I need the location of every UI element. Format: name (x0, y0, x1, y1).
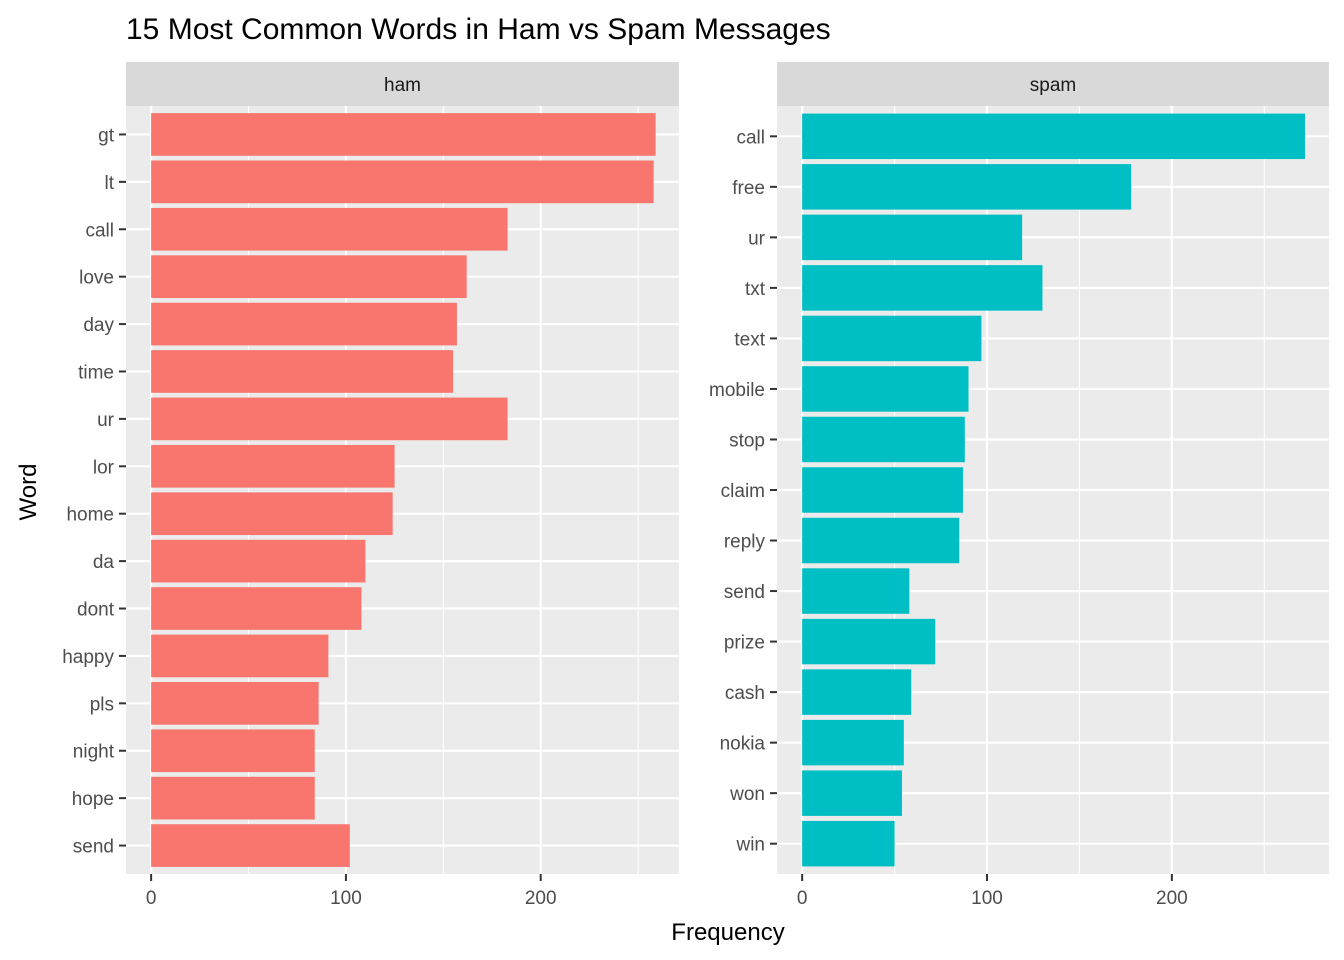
bar-spam-mobile (802, 366, 969, 412)
x-tick-label: 100 (971, 888, 1003, 909)
bar-spam-call (802, 113, 1305, 160)
bar-spam-send (802, 568, 910, 614)
y-tick-label: free (732, 178, 765, 199)
bar-spam-cash (802, 669, 912, 715)
bar-spam-nokia (802, 719, 904, 766)
bar-ham-night (151, 729, 315, 773)
bar-ham-pls (151, 682, 319, 725)
x-tick-label: 200 (1156, 888, 1188, 909)
x-tick-label: 200 (525, 888, 557, 909)
x-tick-label: 0 (797, 888, 808, 909)
bar-spam-ur (802, 214, 1023, 261)
y-tick-label: send (724, 582, 765, 603)
bar-spam-reply (802, 517, 960, 564)
chart-title: 15 Most Common Words in Ham vs Spam Mess… (126, 13, 831, 46)
bar-spam-text (802, 315, 982, 362)
y-tick-label: text (734, 329, 765, 350)
panel-ham: ham gt lt call love day time ur lor home da dont hap… (62, 62, 679, 909)
y-tick-label: da (93, 552, 115, 573)
bar-ham-day (151, 302, 457, 346)
y-axis-title: Word (15, 464, 42, 521)
y-tick-label: day (83, 315, 114, 336)
bar-ham-time (151, 350, 454, 393)
y-tick-label: time (78, 362, 114, 383)
y-tick-label: hope (72, 789, 114, 810)
y-tick-label: love (79, 268, 114, 289)
bar-ham-love (151, 255, 467, 298)
bar-spam-won (802, 770, 902, 816)
y-tick-label: claim (721, 481, 765, 502)
bar-ham-da (151, 539, 366, 583)
bar-ham-hope (151, 776, 315, 820)
x-axis-title: Frequency (671, 919, 784, 946)
y-tick-label: win (735, 835, 765, 856)
bar-ham-gt (151, 113, 656, 156)
facet-strip-label: ham (384, 75, 421, 96)
bar-ham-home (151, 492, 393, 536)
y-tick-label: gt (98, 125, 115, 146)
y-tick-label: night (73, 742, 115, 763)
y-tick-label: ur (97, 410, 115, 431)
bar-spam-prize (802, 618, 936, 665)
y-tick-label: call (85, 220, 114, 241)
bar-spam-claim (802, 467, 963, 513)
y-tick-label: dont (77, 600, 115, 621)
y-tick-label: lt (105, 173, 115, 194)
bar-ham-lt (151, 160, 654, 204)
y-tick-label: nokia (720, 734, 766, 755)
facet-strip-label: spam (1030, 75, 1076, 96)
bar-ham-send (151, 824, 350, 867)
y-tick-label: home (66, 505, 114, 526)
y-tick-label: send (73, 837, 114, 858)
x-tick-label: 100 (330, 888, 362, 909)
facet-strip (777, 62, 1329, 106)
bar-spam-stop (802, 416, 965, 463)
y-tick-label: lor (93, 457, 115, 478)
bar-spam-txt (802, 265, 1043, 311)
y-tick-label: reply (724, 532, 766, 553)
x-tick-label: 0 (146, 888, 157, 909)
y-tick-label: mobile (709, 380, 765, 401)
bar-ham-lor (151, 444, 395, 488)
bar-ham-happy (151, 634, 329, 678)
panels-layer: ham gt lt call love day time ur lor home da dont hap… (62, 62, 1329, 909)
facet-strip (126, 62, 679, 106)
y-tick-label: prize (724, 633, 765, 654)
y-tick-label: stop (729, 430, 765, 451)
bar-spam-free (802, 164, 1132, 210)
bar-spam-win (802, 820, 895, 867)
y-tick-label: pls (90, 694, 114, 715)
y-tick-label: ur (748, 228, 766, 249)
y-tick-label: happy (62, 647, 114, 668)
bar-ham-dont (151, 587, 362, 630)
bar-ham-ur (151, 397, 508, 441)
bar-ham-call (151, 207, 508, 251)
y-tick-label: call (736, 127, 765, 148)
panel-spam: spam call free ur txt text mobile stop claim repl… (709, 62, 1329, 909)
y-tick-label: txt (745, 279, 766, 300)
y-tick-label: cash (725, 683, 765, 704)
y-tick-label: won (729, 784, 765, 805)
